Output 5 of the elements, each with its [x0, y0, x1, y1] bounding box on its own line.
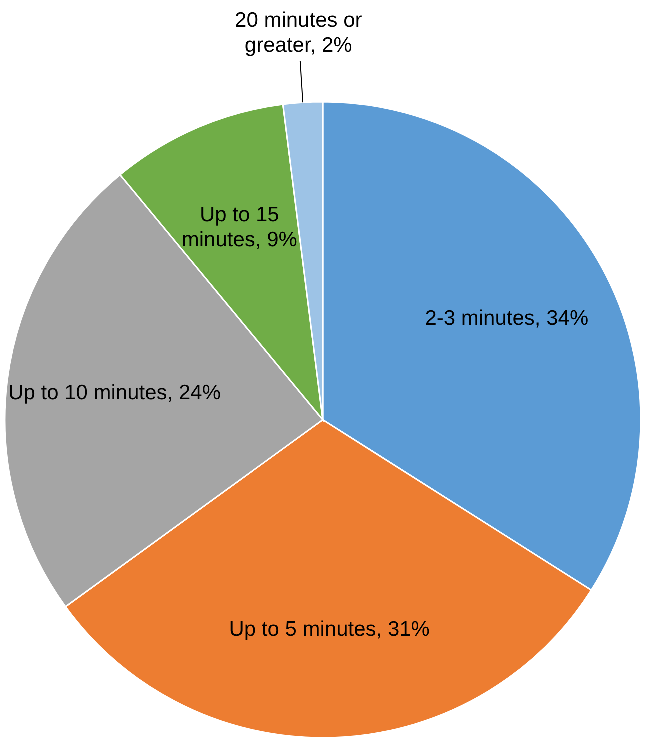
slice-label: 2-3 minutes, 34%: [425, 306, 589, 330]
slice-label: Up to 5 minutes, 31%: [229, 618, 430, 641]
slice-label: 20 minutes or greater, 2%: [235, 8, 362, 57]
slice-label: Up to 10 minutes, 24%: [8, 382, 221, 405]
slice-label: Up to 15 minutes, 9%: [182, 203, 298, 252]
